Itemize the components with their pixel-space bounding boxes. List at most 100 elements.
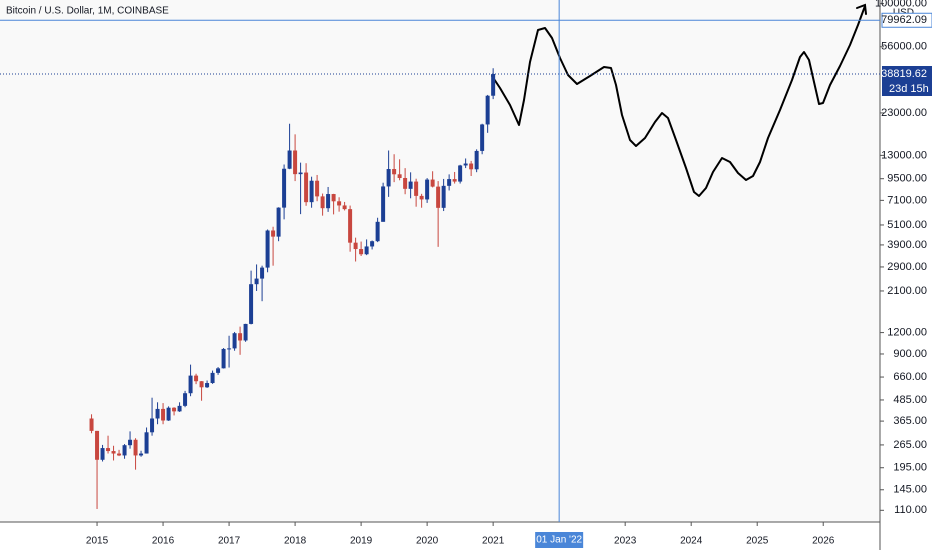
candle-body xyxy=(403,177,408,189)
candle-body xyxy=(397,174,402,178)
time-axis xyxy=(0,522,880,550)
candle-body xyxy=(326,194,331,209)
candle-body xyxy=(227,348,232,350)
candle-body xyxy=(238,333,243,341)
candle-body xyxy=(342,205,347,210)
x-tick-label: 2023 xyxy=(614,536,637,547)
candle-body xyxy=(430,179,435,187)
y-tick-label: 56000.00 xyxy=(881,41,927,53)
candle-body xyxy=(216,368,221,373)
y-tick-label: 13000.00 xyxy=(881,149,927,161)
candle-body xyxy=(243,323,248,341)
candle-body xyxy=(304,172,309,203)
candle-body xyxy=(408,181,413,189)
chart-title: Bitcoin / U.S. Dollar, 1M, COINBASE xyxy=(6,6,169,17)
crosshair-date-label: 01 Jan '22 xyxy=(536,535,582,546)
y-tick-label: 3900.00 xyxy=(887,239,927,251)
candle-body xyxy=(452,179,457,182)
x-tick-label: 2015 xyxy=(86,536,109,547)
candle-body xyxy=(386,169,391,187)
candle-body xyxy=(425,179,430,200)
y-tick-label: 265.00 xyxy=(893,439,927,451)
candle-body xyxy=(183,393,188,406)
candle-body xyxy=(89,418,94,431)
last-price-label: 38819.62 xyxy=(881,68,927,80)
candle-body xyxy=(249,284,254,324)
candle-body xyxy=(172,407,177,412)
candle-body xyxy=(414,181,419,196)
y-tick-label: 2900.00 xyxy=(887,261,927,273)
y-tick-label: 5100.00 xyxy=(887,219,927,231)
candle-body xyxy=(100,448,105,460)
y-tick-label: 365.00 xyxy=(893,415,927,427)
candle-body xyxy=(166,407,171,421)
countdown-label: 23d 15h xyxy=(889,83,929,95)
candle-body xyxy=(106,448,111,452)
candle-body xyxy=(221,348,226,369)
last-price-box xyxy=(882,66,932,82)
candle-body xyxy=(293,150,298,175)
y-tick-label: 9500.00 xyxy=(887,173,927,185)
x-tick-label: 2018 xyxy=(284,536,307,547)
y-tick-label: 100000.00 xyxy=(875,0,927,10)
candle-body xyxy=(364,246,369,255)
candle-body xyxy=(480,124,485,151)
candle-body xyxy=(188,375,193,394)
candle-body xyxy=(150,418,155,433)
y-tick-label: 23000.00 xyxy=(881,107,927,119)
candle-body xyxy=(458,165,463,182)
x-tick-label: 2016 xyxy=(152,536,175,547)
candle-body xyxy=(331,194,336,202)
y-tick-label: 2100.00 xyxy=(887,285,927,297)
candle-body xyxy=(254,278,259,285)
candle-body xyxy=(282,168,287,208)
candle-body xyxy=(315,180,320,197)
projection-arrow-head xyxy=(856,3,867,15)
x-tick-label: 2024 xyxy=(680,536,703,547)
candle-body xyxy=(392,169,397,175)
candle-body xyxy=(161,408,166,421)
candle-body xyxy=(447,179,452,186)
candle-body xyxy=(128,439,133,446)
x-tick-label: 2020 xyxy=(416,536,439,547)
candle-body xyxy=(491,74,496,96)
candle-body xyxy=(474,150,479,170)
x-tick-label: 2017 xyxy=(218,536,241,547)
crosshair-date-box xyxy=(535,532,584,548)
candle-body xyxy=(469,163,474,170)
y-tick-label: 110.00 xyxy=(894,504,927,516)
candle-body xyxy=(353,242,358,250)
candle-body xyxy=(463,163,468,166)
x-tick-label: 2021 xyxy=(482,536,505,547)
candle-body xyxy=(309,180,314,203)
candle-body xyxy=(271,230,276,237)
candle-body xyxy=(260,267,265,279)
candle-body xyxy=(320,196,325,209)
candle-body xyxy=(348,209,353,243)
y-tick-label: 145.00 xyxy=(893,484,927,496)
candle-body xyxy=(95,430,100,460)
candle-body xyxy=(381,186,386,222)
x-tick-label: 2026 xyxy=(812,536,835,547)
candle-body xyxy=(122,445,127,456)
crosshair-price-box xyxy=(881,12,932,28)
y-tick-label: 7100.00 xyxy=(887,194,927,206)
candle-body xyxy=(287,150,292,169)
y-tick-label: 660.00 xyxy=(893,371,927,383)
candle-body xyxy=(375,221,380,242)
candle-body xyxy=(177,405,182,412)
candle-body xyxy=(210,372,215,384)
candle-body xyxy=(139,453,144,456)
candle-body xyxy=(194,375,199,382)
candle-body xyxy=(155,408,160,419)
hand-drawn-projection xyxy=(491,5,866,197)
candle-body xyxy=(205,383,210,388)
x-tick-label: 2019 xyxy=(350,536,373,547)
candle-body xyxy=(337,201,342,206)
y-tick-label: 195.00 xyxy=(893,462,927,474)
candle-body xyxy=(111,451,116,454)
candle-body xyxy=(370,241,375,247)
candle-body xyxy=(133,439,138,456)
crosshair-price-label: 79962.09 xyxy=(881,14,927,26)
